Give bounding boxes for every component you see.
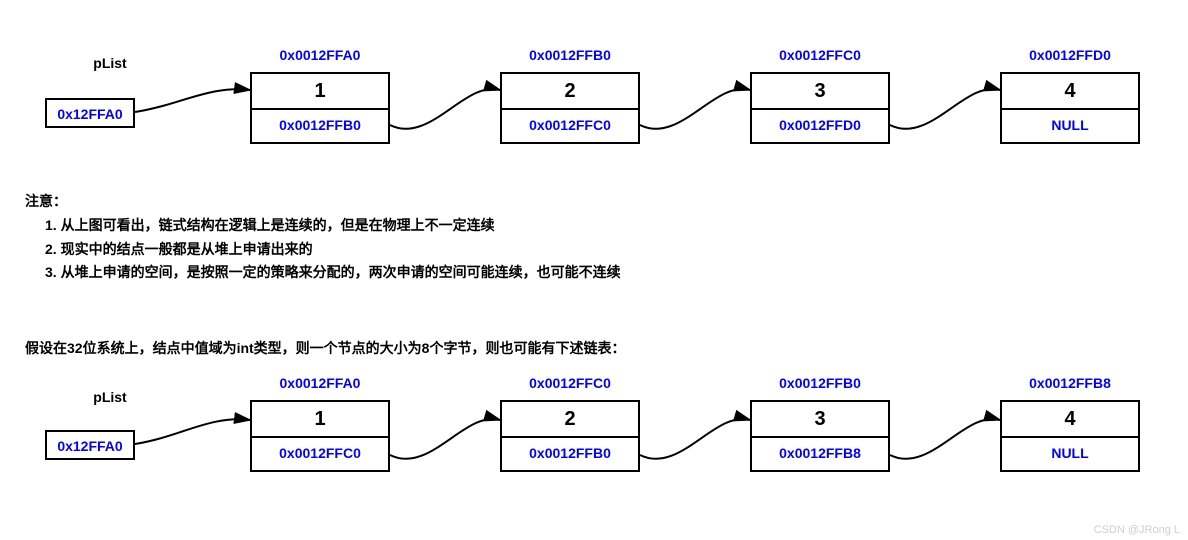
linked-list-node: 3 0x0012FFB8 bbox=[750, 400, 890, 472]
node-addr: 0x0012FFB0 bbox=[500, 47, 640, 63]
arrow-icon bbox=[890, 89, 1000, 129]
node-addr: 0x0012FFB0 bbox=[750, 375, 890, 391]
assumption-text: 假设在32位系统上，结点中值域为int类型，则一个节点的大小为8个字节，则也可能… bbox=[25, 338, 625, 358]
arrow-icon bbox=[390, 419, 500, 459]
arrow-icon bbox=[390, 89, 500, 129]
node-value: 4 bbox=[1002, 402, 1138, 438]
plist-label-1: pList bbox=[70, 55, 150, 71]
node-pointer: NULL bbox=[1002, 438, 1138, 470]
notes-item: 3. 从堆上申请的空间，是按照一定的策略来分配的，两次申请的空间可能连续，也可能… bbox=[25, 261, 621, 285]
node-addr: 0x0012FFD0 bbox=[1000, 47, 1140, 63]
node-addr: 0x0012FFA0 bbox=[250, 375, 390, 391]
node-value: 2 bbox=[502, 402, 638, 438]
linked-list-node: 4 NULL bbox=[1000, 400, 1140, 472]
node-addr: 0x0012FFC0 bbox=[750, 47, 890, 63]
node-value: 1 bbox=[252, 402, 388, 438]
arrow-icon bbox=[135, 419, 250, 444]
arrow-icon bbox=[890, 419, 1000, 459]
node-value: 4 bbox=[1002, 74, 1138, 110]
node-addr: 0x0012FFB8 bbox=[1000, 375, 1140, 391]
notes-item: 1. 从上图可看出，链式结构在逻辑上是连续的，但是在物理上不一定连续 bbox=[25, 214, 621, 238]
watermark-text: CSDN @JRong L bbox=[1094, 524, 1180, 536]
node-pointer: 0x0012FFD0 bbox=[752, 110, 888, 142]
arrow-icon bbox=[640, 419, 750, 459]
linked-list-node: 2 0x0012FFC0 bbox=[500, 72, 640, 144]
linked-list-node: 1 0x0012FFB0 bbox=[250, 72, 390, 144]
node-pointer: NULL bbox=[1002, 110, 1138, 142]
node-pointer: 0x0012FFB0 bbox=[502, 438, 638, 470]
linked-list-node: 2 0x0012FFB0 bbox=[500, 400, 640, 472]
plist-box-2: 0x12FFA0 bbox=[45, 430, 135, 460]
node-pointer: 0x0012FFC0 bbox=[252, 438, 388, 470]
node-pointer: 0x0012FFB0 bbox=[252, 110, 388, 142]
node-addr: 0x0012FFA0 bbox=[250, 47, 390, 63]
notes-title: 注意： bbox=[25, 190, 621, 214]
arrow-icon bbox=[135, 89, 250, 112]
node-value: 1 bbox=[252, 74, 388, 110]
node-pointer: 0x0012FFC0 bbox=[502, 110, 638, 142]
node-value: 2 bbox=[502, 74, 638, 110]
node-value: 3 bbox=[752, 74, 888, 110]
linked-list-node: 4 NULL bbox=[1000, 72, 1140, 144]
linked-list-node: 3 0x0012FFD0 bbox=[750, 72, 890, 144]
arrow-icon bbox=[640, 89, 750, 129]
notes-item: 2. 现实中的结点一般都是从堆上申请出来的 bbox=[25, 238, 621, 262]
node-addr: 0x0012FFC0 bbox=[500, 375, 640, 391]
node-pointer: 0x0012FFB8 bbox=[752, 438, 888, 470]
linked-list-node: 1 0x0012FFC0 bbox=[250, 400, 390, 472]
diagram-canvas: pList 0x12FFA0 0x0012FFA0 1 0x0012FFB0 0… bbox=[0, 0, 1188, 540]
notes-block: 注意： 1. 从上图可看出，链式结构在逻辑上是连续的，但是在物理上不一定连续 2… bbox=[25, 190, 621, 285]
node-value: 3 bbox=[752, 402, 888, 438]
plist-box-1: 0x12FFA0 bbox=[45, 98, 135, 128]
plist-label-2: pList bbox=[70, 389, 150, 405]
